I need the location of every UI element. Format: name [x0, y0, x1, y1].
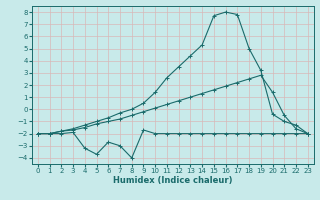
X-axis label: Humidex (Indice chaleur): Humidex (Indice chaleur) — [113, 176, 233, 185]
